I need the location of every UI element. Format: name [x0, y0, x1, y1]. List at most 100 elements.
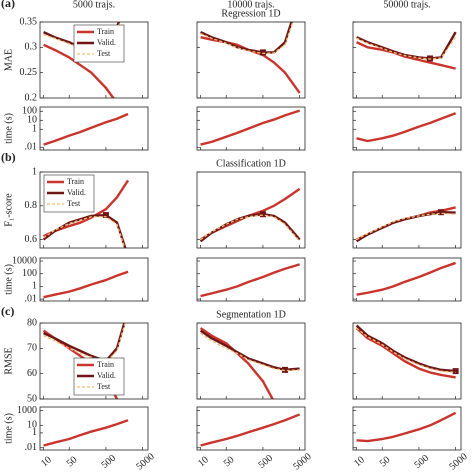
panel-bg: [197, 407, 305, 450]
line: [356, 36, 457, 60]
y-tick-label: 1: [32, 281, 37, 292]
legend-label: Train: [97, 360, 114, 369]
line: [43, 216, 126, 248]
line: [200, 22, 293, 54]
x-tick-label: 10: [196, 454, 211, 469]
x-tick-label: 5000: [291, 451, 313, 472]
x-tick-label: 500: [413, 453, 432, 471]
line: [355, 324, 456, 373]
line: [200, 109, 301, 146]
y-tick-label: 1: [32, 166, 37, 177]
panel-bg: [353, 323, 461, 399]
line: [43, 323, 126, 363]
x-tick-label: 500: [257, 453, 276, 471]
x-tick-label: 50: [65, 454, 80, 469]
y-tick-label: .01: [25, 293, 38, 304]
legend: Train Valid. Test: [73, 357, 125, 396]
plot-area: [356, 112, 457, 143]
frame: [196, 406, 306, 451]
panel: [352, 322, 462, 400]
best-marker: [438, 209, 445, 216]
panel-bg: [353, 258, 461, 301]
legend-label: Valid.: [97, 371, 116, 380]
panel: 10 50 500 5000: [352, 406, 470, 472]
line: [43, 323, 126, 363]
x-tick-label: 5000: [134, 451, 156, 472]
column-header: 10000 trajs.: [227, 0, 274, 10]
y-tick-label: 1: [32, 124, 37, 135]
panel: F₁-score 0.6 0.8 1 Train Valid. Test: [3, 166, 149, 249]
y-tick-label: 0.3: [25, 42, 38, 53]
panel: MAE 0.2 0.25 0.3 0.35 Train Valid. Test: [3, 16, 149, 103]
line: [200, 22, 294, 55]
line: [199, 213, 301, 243]
frame: [352, 106, 462, 151]
panel: [352, 21, 462, 99]
panel-bg: [197, 258, 305, 301]
y-tick-label: 10: [27, 420, 37, 431]
panel: RMSE 50 60 70 80 Train Valid. Test: [3, 317, 149, 404]
plot-area: [43, 112, 129, 146]
plot-area: [199, 327, 300, 399]
panel: [196, 106, 306, 151]
panel-bg: [353, 22, 461, 98]
y-tick-label: 10: [27, 115, 37, 126]
line: [356, 261, 457, 296]
panel-bg: [353, 107, 461, 150]
y-tick-label: 70: [27, 343, 37, 354]
panel-bg: [197, 172, 305, 248]
y-axis-label: time (s): [3, 113, 14, 144]
panel: time (s) .011 100 10000: [3, 255, 149, 304]
frame: [352, 257, 462, 302]
plot-area: [355, 206, 456, 243]
panel-bg: [40, 107, 148, 150]
plot-area: [42, 179, 130, 248]
plot-area: [356, 31, 457, 70]
panel: 10 50 500 5000: [196, 406, 314, 472]
panel: [352, 257, 462, 302]
line: [356, 212, 456, 241]
line: [356, 327, 456, 374]
y-axis-label: time (s): [3, 264, 14, 295]
y-tick-label: 50: [27, 393, 37, 404]
legend-label: Valid.: [67, 188, 86, 197]
plot-area: [200, 22, 301, 94]
line: [355, 327, 456, 379]
panel: Segmentation 1D: [196, 309, 306, 400]
line: [43, 112, 129, 146]
best-marker: [259, 49, 266, 56]
legend: Train Valid. Test: [73, 24, 125, 63]
frame: [39, 257, 149, 302]
x-tick-label: 10: [352, 454, 367, 469]
line: [356, 112, 457, 143]
frame: [196, 171, 306, 249]
x-tick-label: 10: [39, 454, 54, 469]
legend-label: Test: [97, 49, 111, 58]
chart-title: Regression 1D: [221, 8, 280, 19]
column-header: 5000 trajs.: [73, 0, 115, 10]
y-tick-label: 0.6: [25, 234, 38, 245]
line: [43, 270, 129, 299]
y-tick-label: 100: [22, 106, 37, 117]
line: [355, 211, 456, 243]
y-axis-label: F₁-score: [3, 193, 14, 227]
legend-label: Test: [67, 199, 81, 208]
panel: [352, 106, 462, 151]
x-tick-label: 50: [378, 454, 393, 469]
legend-label: Test: [97, 382, 111, 391]
y-axis-label: time (s): [3, 413, 14, 444]
y-tick-label: 0.8: [25, 200, 38, 211]
line: [200, 263, 300, 298]
legend-label: Train: [67, 177, 84, 186]
plot-area: [355, 324, 459, 379]
line: [43, 43, 115, 98]
y-tick-label: 10000: [12, 255, 37, 266]
plot-area: [43, 270, 129, 299]
y-tick-label: 0.25: [20, 67, 38, 78]
x-tick-label: 500: [100, 453, 119, 471]
best-marker: [452, 368, 459, 375]
y-tick-label: 0.35: [20, 16, 38, 27]
y-tick-label: .01: [25, 442, 38, 453]
